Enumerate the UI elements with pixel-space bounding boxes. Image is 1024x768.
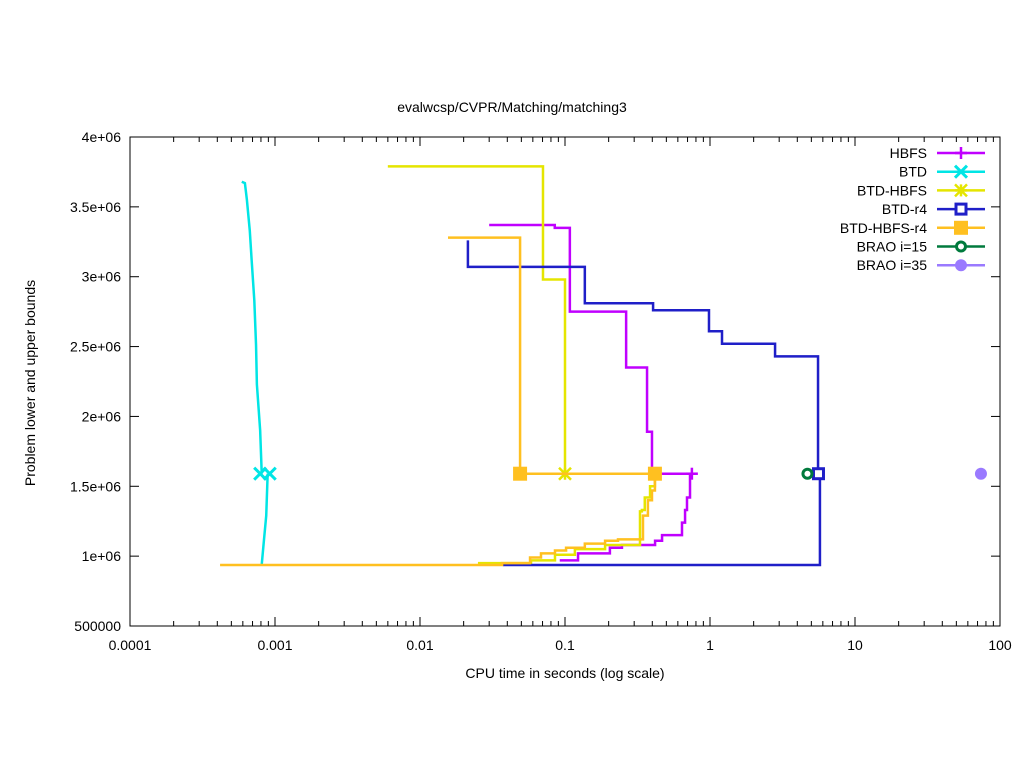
x-tick-label: 10 bbox=[847, 637, 863, 653]
legend-label-btd-hbfs: BTD-HBFS bbox=[857, 182, 927, 198]
series-btd-upper-line bbox=[241, 180, 263, 474]
legend-label-btd: BTD bbox=[899, 164, 927, 180]
series-btd-hbfs-r4-point bbox=[647, 466, 662, 481]
legend-label-brao-i-15: BRAO i=15 bbox=[857, 239, 928, 255]
y-tick-label: 4e+06 bbox=[82, 129, 122, 145]
y-tick-label: 1e+06 bbox=[82, 548, 122, 564]
legend-marker-brao-i-35 bbox=[955, 259, 967, 272]
y-tick-label: 3.5e+06 bbox=[70, 199, 121, 215]
series-btd-r4-point bbox=[811, 467, 825, 481]
series-hbfs-lower-line bbox=[559, 473, 692, 562]
legend-label-hbfs: HBFS bbox=[890, 145, 927, 161]
series-btd-point bbox=[262, 466, 277, 481]
series-hbfs-point bbox=[685, 467, 698, 480]
y-tick-label: 2.5e+06 bbox=[70, 339, 121, 355]
series-brao-i-35-point bbox=[974, 467, 987, 480]
x-tick-label: 0.0001 bbox=[109, 637, 152, 653]
legend-label-btd-hbfs-r4: BTD-HBFS-r4 bbox=[840, 220, 927, 236]
x-mark bbox=[953, 164, 969, 179]
circle-mark bbox=[801, 467, 814, 480]
chart-title: evalwcsp/CVPR/Matching/matching3 bbox=[397, 99, 627, 115]
series-hbfs-upper-line bbox=[489, 223, 696, 475]
x-tick-label: 0.001 bbox=[257, 637, 292, 653]
series-brao-i-15-point bbox=[801, 467, 814, 480]
y-axis-label: Problem lower and upper bounds bbox=[22, 280, 38, 486]
x-mark bbox=[262, 466, 277, 481]
circle-mark bbox=[974, 467, 987, 480]
series-btd-hbfs-r4-lower-line bbox=[220, 473, 657, 567]
series-btd-r4-lower-line bbox=[502, 473, 822, 567]
x-axis-label: CPU time in seconds (log scale) bbox=[465, 665, 664, 681]
y-tick-label: 3e+06 bbox=[82, 269, 122, 285]
series-btd-hbfs-upper-line bbox=[387, 165, 567, 474]
x-tick-label: 0.01 bbox=[406, 637, 433, 653]
square-mark bbox=[954, 220, 968, 235]
square-mark bbox=[647, 466, 662, 481]
legend-label-brao-i-35: BRAO i=35 bbox=[857, 257, 928, 273]
legend-label-btd-r4: BTD-r4 bbox=[882, 201, 927, 217]
x-tick-label: 1 bbox=[706, 637, 714, 653]
legend-marker-btd bbox=[953, 164, 969, 179]
series-btd-hbfs-lower-line bbox=[477, 473, 657, 565]
y-tick-label: 1.5e+06 bbox=[70, 478, 121, 494]
series-btd-hbfs-r4-point bbox=[513, 466, 528, 481]
legend-marker-hbfs bbox=[955, 147, 967, 159]
x-tick-label: 0.1 bbox=[555, 637, 575, 653]
legend-marker-brao-i-15 bbox=[955, 240, 967, 253]
series-btd-hbfs-r4-upper-line bbox=[448, 236, 655, 475]
x-tick-label: 100 bbox=[988, 637, 1012, 653]
circle-mark bbox=[955, 259, 967, 272]
series-btd-lower-line bbox=[260, 473, 269, 565]
star-mark bbox=[954, 183, 968, 198]
square-mark bbox=[513, 466, 528, 481]
legend-marker-btd-hbfs-r4 bbox=[954, 220, 968, 235]
y-tick-label: 500000 bbox=[74, 618, 121, 634]
square-mark bbox=[954, 202, 968, 216]
legend-marker-btd-r4 bbox=[954, 202, 968, 216]
circle-mark bbox=[955, 240, 967, 253]
square-mark bbox=[811, 467, 825, 481]
series-btd-r4-upper-line bbox=[466, 240, 820, 474]
y-tick-label: 2e+06 bbox=[82, 408, 122, 424]
legend-marker-btd-hbfs bbox=[954, 183, 968, 198]
